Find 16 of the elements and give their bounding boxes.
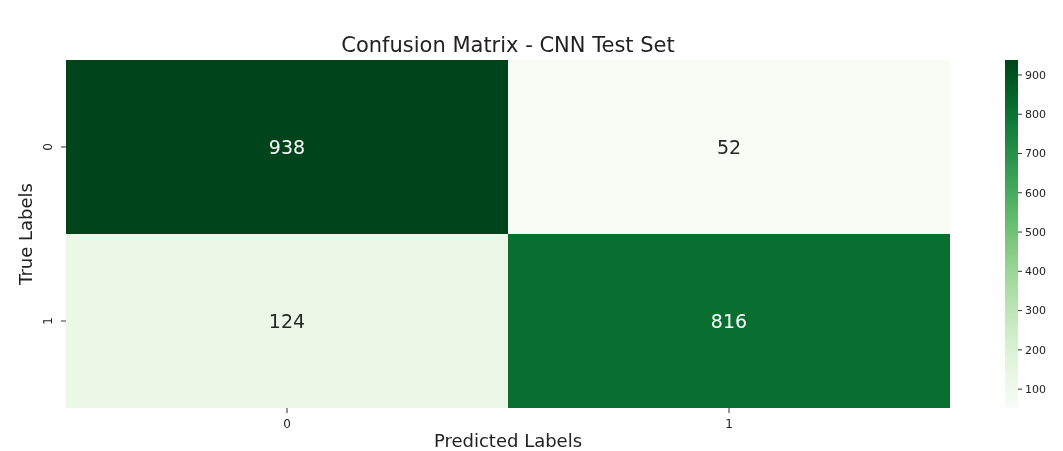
x-axis-title: Predicted Labels [433,430,583,451]
color-bar-label: 900 [1025,68,1046,82]
data-label: 52 [716,135,742,158]
y-axis-title: True Labels [15,183,36,286]
data-label: 816 [710,309,748,332]
color-bar-label: 500 [1025,225,1046,239]
color-bar-label: 200 [1025,343,1046,357]
color-bar-label: 100 [1025,383,1046,396]
data-label: 938 [268,135,306,158]
chart-title: Confusion Matrix - CNN Test Set [341,33,675,57]
data-label: 124 [268,309,306,332]
color-bar-label: 600 [1025,186,1046,200]
color-bar-label: 800 [1025,108,1046,122]
color-bar-label: 300 [1025,304,1046,318]
color-bar-label: 700 [1025,147,1046,161]
color-bar-label: 400 [1025,265,1046,279]
